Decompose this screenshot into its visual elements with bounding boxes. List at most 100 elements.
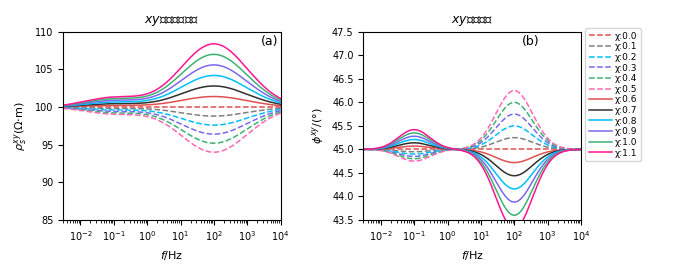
χ:1.1	[410, 128, 419, 131]
χ:0.3	[410, 155, 419, 158]
χ:1.0	[510, 214, 519, 217]
χ:0.2	[343, 148, 351, 151]
χ:0.8	[510, 187, 519, 191]
χ:1.1	[441, 145, 449, 148]
χ:0.9	[441, 146, 449, 149]
χ:0.5	[435, 151, 443, 154]
χ:0.7	[410, 141, 419, 144]
Line: χ:1.1: χ:1.1	[347, 130, 581, 228]
χ:0.6	[435, 147, 443, 150]
χ:0.5	[410, 160, 419, 163]
Line: χ:0.9: χ:0.9	[347, 136, 581, 202]
X-axis label: $f$/Hz: $f$/Hz	[160, 249, 183, 262]
χ:0.4	[563, 147, 571, 150]
χ:0.7	[510, 174, 519, 177]
χ:0.9	[375, 147, 384, 150]
χ:0.2	[577, 148, 585, 151]
χ:0.1	[510, 136, 519, 139]
χ:0.2	[563, 147, 571, 151]
Line: χ:0.6: χ:0.6	[347, 146, 581, 162]
χ:0.1	[563, 148, 571, 151]
χ:0.7	[375, 147, 384, 151]
χ:0.5	[510, 89, 519, 92]
χ:0.2	[410, 152, 419, 156]
χ:0.5	[441, 149, 449, 153]
χ:0.0	[441, 148, 449, 151]
χ:0.5	[399, 157, 407, 160]
χ:0.6	[563, 148, 571, 151]
χ:0.7	[577, 148, 585, 151]
χ:0.7	[441, 147, 449, 150]
Title: $xy$模式相位: $xy$模式相位	[451, 15, 494, 28]
χ:0.4	[343, 148, 351, 151]
χ:0.3	[435, 150, 443, 153]
χ:1.1	[435, 142, 443, 145]
χ:0.4	[577, 148, 585, 151]
Line: χ:0.1: χ:0.1	[347, 138, 581, 152]
χ:1.0	[375, 147, 384, 150]
χ:0.7	[428, 144, 436, 148]
χ:0.1	[441, 148, 449, 151]
χ:0.9	[410, 135, 419, 138]
χ:0.9	[510, 201, 519, 204]
χ:1.0	[399, 135, 407, 138]
χ:0.6	[510, 161, 519, 164]
χ:0.4	[399, 155, 407, 158]
χ:1.0	[410, 131, 419, 135]
Title: $xy$模式视电阳率: $xy$模式视电阳率	[144, 15, 199, 28]
Text: (b): (b)	[522, 35, 540, 48]
χ:1.1	[399, 132, 407, 135]
χ:0.5	[343, 148, 351, 151]
χ:1.1	[577, 148, 585, 151]
χ:0.7	[343, 148, 351, 151]
χ:0.7	[435, 146, 443, 149]
Line: χ:0.5: χ:0.5	[347, 91, 581, 161]
χ:0.9	[577, 148, 585, 151]
χ:0.1	[435, 148, 443, 152]
χ:0.9	[343, 148, 351, 151]
χ:0.8	[563, 148, 571, 152]
χ:0.5	[563, 147, 571, 150]
χ:0.6	[343, 148, 351, 151]
χ:0.9	[428, 141, 436, 144]
χ:0.8	[375, 147, 384, 150]
χ:0.8	[428, 143, 436, 146]
χ:0.6	[577, 148, 585, 151]
χ:0.0	[376, 148, 384, 151]
Line: χ:0.7: χ:0.7	[347, 143, 581, 176]
Line: χ:0.2: χ:0.2	[347, 126, 581, 154]
χ:0.0	[400, 148, 408, 151]
χ:0.2	[375, 148, 384, 151]
χ:1.0	[563, 149, 571, 152]
χ:0.8	[343, 148, 351, 151]
χ:0.2	[435, 149, 443, 152]
χ:1.0	[428, 139, 436, 142]
χ:1.0	[577, 148, 585, 151]
χ:0.2	[441, 148, 449, 152]
X-axis label: $f$/Hz: $f$/Hz	[461, 249, 484, 262]
Line: χ:0.3: χ:0.3	[347, 114, 581, 156]
χ:1.0	[435, 143, 443, 146]
χ:0.8	[435, 145, 443, 148]
χ:0.1	[410, 150, 419, 153]
χ:0.1	[343, 148, 351, 151]
χ:0.3	[399, 153, 407, 157]
χ:0.6	[441, 147, 449, 151]
χ:0.3	[375, 148, 384, 152]
χ:0.0	[435, 148, 443, 151]
χ:0.4	[375, 149, 384, 152]
χ:0.4	[428, 153, 436, 156]
χ:0.4	[435, 151, 443, 154]
χ:0.2	[510, 124, 519, 127]
χ:0.3	[563, 147, 571, 150]
χ:0.6	[410, 144, 419, 148]
Y-axis label: $\phi^{xy}$/(°): $\phi^{xy}$/(°)	[311, 108, 326, 144]
χ:0.9	[435, 144, 443, 147]
χ:0.8	[399, 140, 407, 143]
χ:0.1	[428, 149, 436, 152]
χ:0.0	[577, 148, 585, 151]
Y-axis label: $\rho_s^{xy}$($\Omega{\cdot}$m): $\rho_s^{xy}$($\Omega{\cdot}$m)	[12, 101, 29, 151]
χ:0.1	[399, 150, 407, 153]
χ:0.0	[343, 148, 351, 151]
χ:0.6	[428, 146, 436, 149]
